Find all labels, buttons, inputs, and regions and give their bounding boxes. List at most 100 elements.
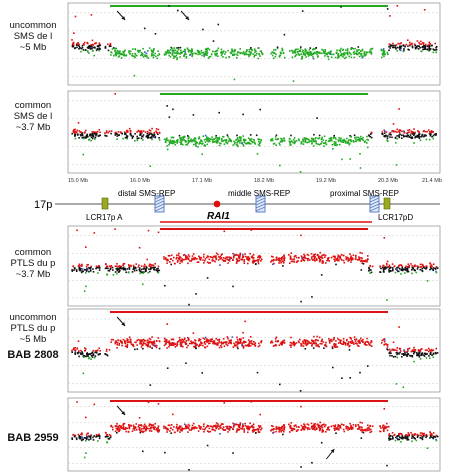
label-line: PTLS du p <box>10 323 56 334</box>
probe-point <box>389 270 391 273</box>
probe-point <box>257 143 260 146</box>
label-line: PTLS du p <box>10 258 56 269</box>
probe-point <box>281 343 283 345</box>
probe-point <box>145 266 148 269</box>
probe-point <box>416 351 418 354</box>
probe-point <box>89 46 92 48</box>
probe-point <box>366 142 368 144</box>
probe-point <box>223 50 225 52</box>
probe-point <box>127 431 130 433</box>
probe-point <box>281 258 283 260</box>
probe-point <box>318 52 320 54</box>
probe-point <box>319 251 321 254</box>
probe-point <box>356 53 359 56</box>
probe-point <box>225 56 227 59</box>
probe-point <box>92 354 94 356</box>
probe-point <box>353 50 356 53</box>
probe-point <box>93 131 96 133</box>
probe-point <box>334 260 336 262</box>
probe-point <box>347 429 349 431</box>
probe-point <box>428 355 430 357</box>
probe-point <box>300 142 303 145</box>
probe-point <box>196 257 198 260</box>
probe-point <box>324 49 326 51</box>
probe-point <box>198 255 200 258</box>
probe-point <box>395 164 398 166</box>
probe-point <box>238 427 241 429</box>
probe-point <box>294 342 296 345</box>
probe-point <box>164 257 167 259</box>
probe-point <box>176 423 178 426</box>
probe-point <box>257 345 260 348</box>
probe-point <box>339 426 341 428</box>
probe-point <box>169 52 172 54</box>
probe-point <box>157 133 159 136</box>
probe-point <box>141 344 143 346</box>
probe-point <box>419 437 422 439</box>
probe-point <box>181 340 184 343</box>
probe-point <box>176 341 179 344</box>
probe-point <box>132 55 135 58</box>
probe-point <box>317 343 319 346</box>
probe-point <box>246 256 248 258</box>
probe-point <box>178 340 180 342</box>
probe-point <box>414 433 416 435</box>
probe-point <box>217 423 219 425</box>
probe-point <box>142 130 145 132</box>
probe-point <box>413 128 415 130</box>
probe-point <box>312 138 315 140</box>
probe-point <box>349 258 351 260</box>
probe-point <box>301 428 304 430</box>
probe-point <box>79 269 82 272</box>
probe-point <box>76 401 78 403</box>
probe-point <box>248 54 250 56</box>
probe-point <box>289 262 291 264</box>
probe-point <box>364 260 367 263</box>
probe-point <box>335 258 337 260</box>
probe-point <box>340 423 343 426</box>
probe-point <box>236 343 239 345</box>
probe-point <box>142 56 145 58</box>
probe-point <box>408 49 410 51</box>
probe-point <box>320 426 323 428</box>
probe-point <box>416 45 418 48</box>
probe-point <box>358 259 361 261</box>
probe-point <box>166 52 168 54</box>
probe-point <box>86 437 89 439</box>
probe-point <box>228 258 231 261</box>
probe-point <box>346 53 349 56</box>
probe-point <box>242 139 245 142</box>
probe-point <box>231 50 234 53</box>
probe-point <box>181 51 183 54</box>
probe-point <box>185 427 187 430</box>
probe-point <box>235 431 238 433</box>
probe-point <box>364 259 367 262</box>
probe-point <box>92 439 95 441</box>
probe-point <box>148 340 150 343</box>
probe-point <box>98 433 100 436</box>
probe-point <box>91 137 94 140</box>
probe-point <box>206 261 209 264</box>
probe-point <box>147 57 150 59</box>
probe-point <box>180 138 182 140</box>
probe-point <box>208 137 211 140</box>
probe-point <box>172 140 174 142</box>
probe-point <box>124 341 126 344</box>
panel-label-uncommon-sms-del: uncommon SMS de l ~5 Mb <box>0 20 66 53</box>
probe-point <box>353 53 355 55</box>
probe-point <box>169 342 172 344</box>
probe-point <box>340 6 342 8</box>
probe-point <box>412 435 414 438</box>
probe-point <box>270 429 272 432</box>
probe-point <box>150 430 153 432</box>
probe-point <box>243 52 246 54</box>
probe-point <box>124 54 126 57</box>
probe-point <box>339 255 342 258</box>
probe-points <box>71 228 439 306</box>
probe-point <box>246 258 249 260</box>
probe-point <box>81 47 84 49</box>
probe-point <box>204 134 207 137</box>
probe-point <box>123 53 125 55</box>
probe-point <box>359 140 361 142</box>
probe-point <box>336 49 338 51</box>
